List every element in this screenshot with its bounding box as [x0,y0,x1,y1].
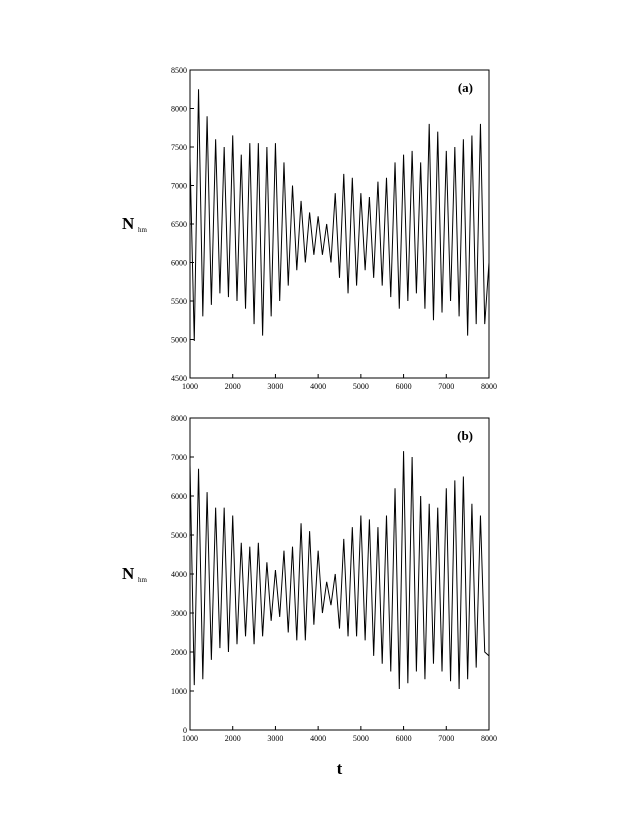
y-axis-label: N [122,564,135,583]
x-tick-label: 7000 [438,382,454,391]
y-tick-label: 6000 [171,492,187,501]
y-tick-label: 0 [183,726,187,735]
panel-label: (b) [457,428,473,443]
x-tick-label: 8000 [481,382,497,391]
x-tick-label: 6000 [396,734,412,743]
x-tick-label: 4000 [310,734,326,743]
panel-label: (a) [458,80,473,95]
y-tick-label: 5500 [171,297,187,306]
y-tick-label: 6000 [171,259,187,268]
x-tick-label: 5000 [353,382,369,391]
x-tick-label: 3000 [267,734,283,743]
y-tick-label: 7000 [171,453,187,462]
x-tick-label: 6000 [396,382,412,391]
y-tick-label: 4500 [171,374,187,383]
y-tick-label: 8000 [171,105,187,114]
x-tick-label: 1000 [182,382,198,391]
y-tick-label: 7000 [171,182,187,191]
y-tick-label: 8500 [171,66,187,75]
y-tick-label: 8000 [171,414,187,423]
x-axis-label: t [337,759,343,778]
y-axis-label-subscript: hm [138,226,148,234]
x-tick-label: 7000 [438,734,454,743]
y-tick-label: 1000 [171,687,187,696]
x-tick-label: 5000 [353,734,369,743]
x-tick-label: 3000 [267,382,283,391]
y-tick-label: 5000 [171,531,187,540]
y-tick-label: 4000 [171,570,187,579]
y-axis-label: N [122,214,135,233]
y-tick-label: 5000 [171,336,187,345]
x-tick-label: 1000 [182,734,198,743]
data-line [189,89,490,342]
x-tick-label: 8000 [481,734,497,743]
y-tick-label: 7500 [171,143,187,152]
x-tick-label: 2000 [225,382,241,391]
y-axis-label-subscript: hm [138,576,148,584]
data-line [189,451,490,690]
y-tick-label: 2000 [171,648,187,657]
y-tick-label: 3000 [171,609,187,618]
y-tick-label: 6500 [171,220,187,229]
x-tick-label: 2000 [225,734,241,743]
x-tick-label: 4000 [310,382,326,391]
